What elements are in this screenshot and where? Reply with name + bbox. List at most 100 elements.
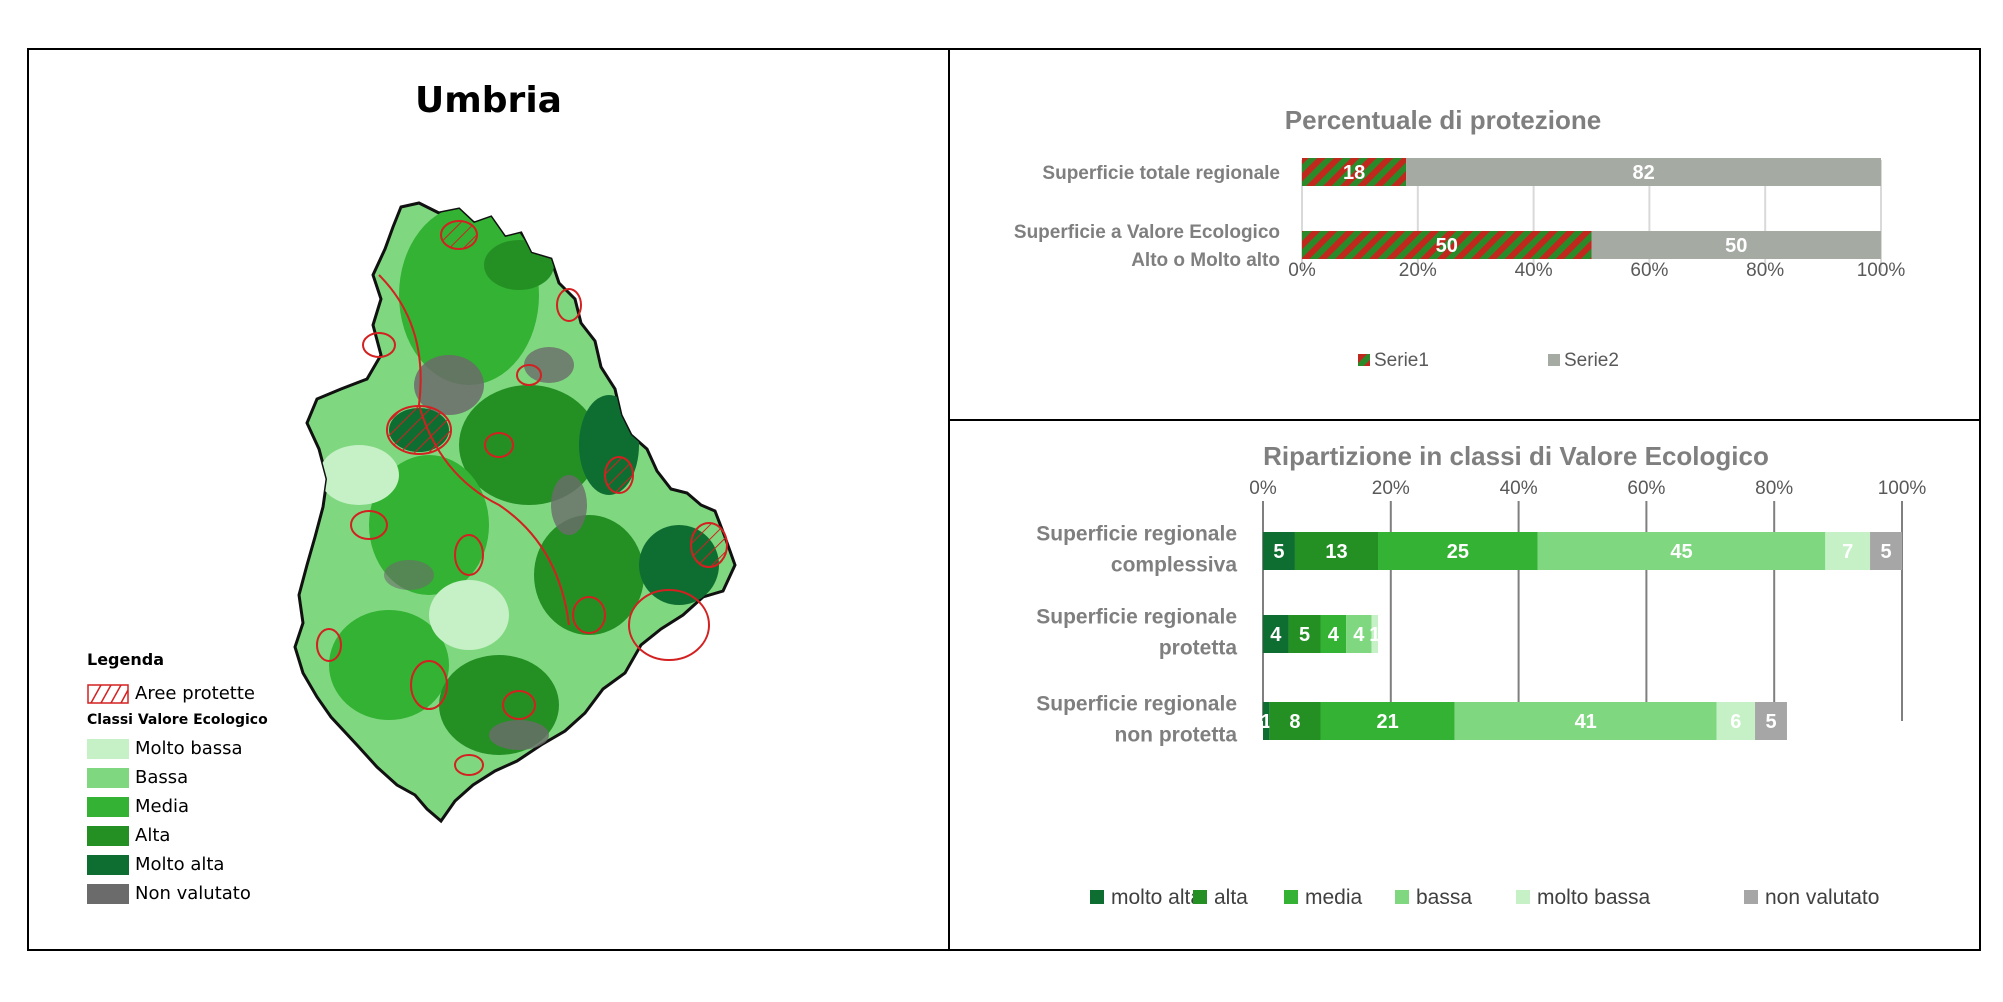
chart1-tick-label: 40% [1515, 260, 1553, 281]
legend-swatch [87, 883, 129, 904]
chart2-data-label: 8 [1289, 711, 1300, 733]
chart2-data-label: 6 [1730, 711, 1741, 733]
legend-swatch [87, 854, 129, 875]
chart2-data-label: 45 [1670, 541, 1692, 563]
chart2-category-label: Superficie regionale [1036, 523, 1237, 546]
chart2-bar [1263, 532, 1295, 570]
legend-item-label: Non valutato [135, 883, 251, 904]
legend-title: Legenda [87, 650, 164, 669]
legend-item-label: Bassa [135, 767, 189, 788]
chart2-data-label: 21 [1376, 711, 1398, 733]
legend-item: Media [87, 792, 268, 821]
chart-protection-percentage: Percentuale di protezione 0% 20% 40% 60% 80% 1… [1014, 105, 1906, 371]
chart1-bar [1406, 158, 1881, 186]
chart1-category-label: Superficie totale regionale [1042, 163, 1280, 184]
legend-item-label: Molto bassa [135, 738, 243, 759]
legend-swatch [87, 796, 129, 817]
chart2-data-label: 5 [1299, 624, 1310, 646]
chart1-data-label: 18 [1343, 162, 1365, 184]
chart2-data-label: 4 [1328, 624, 1340, 646]
chart2-data-label: 4 [1270, 624, 1282, 646]
legend-item: Molto bassa [87, 734, 268, 763]
chart2-data-label: 5 [1273, 541, 1284, 563]
chart2-legend-swatch [1395, 890, 1409, 904]
chart2-bar [1755, 702, 1787, 740]
legend-class-list: Molto bassa Bassa Media Alta Molto alta … [87, 734, 268, 908]
chart2-bar [1454, 702, 1717, 740]
chart1-data-label: 50 [1436, 235, 1458, 257]
chart2-bar [1825, 532, 1871, 570]
chart2-legend-swatch [1744, 890, 1758, 904]
chart2-data-label: 1 [1261, 711, 1272, 733]
legend-swatch [87, 767, 129, 788]
protected-areas [316, 220, 728, 776]
chart2-bar [1320, 702, 1455, 740]
legend-item: Alta [87, 821, 268, 850]
chart2-legend-label: media [1305, 886, 1363, 909]
horizontal-divider [950, 419, 1981, 421]
chart2-legend-swatch [1090, 890, 1104, 904]
chart2-tick-label: 0% [1249, 478, 1277, 499]
chart2-bar [1716, 702, 1756, 740]
chart1-tick-label: 100% [1857, 260, 1906, 281]
chart2-data-label: 4 [1353, 624, 1365, 646]
chart-ecological-classes: Ripartizione in classi di Valore Ecologi… [1036, 441, 1927, 909]
chart2-data-label: 13 [1325, 541, 1347, 563]
chart2-legend-swatch [1284, 890, 1298, 904]
vertical-divider [948, 50, 950, 949]
chart2-bar [1320, 615, 1347, 653]
chart1-category-label: Alto o Molto alto [1131, 250, 1280, 271]
chart2-data-label: 7 [1842, 541, 1853, 563]
chart2-data-label: 41 [1575, 711, 1597, 733]
chart2-legend-label: alta [1214, 886, 1248, 909]
chart2-category-label: Superficie regionale [1036, 693, 1237, 716]
chart1-legend-swatch [1548, 354, 1560, 366]
chart2-data-label: 1 [1369, 624, 1380, 646]
chart2-bar [1294, 532, 1379, 570]
chart2-category-label: complessiva [1111, 554, 1237, 577]
chart2-data-label: 5 [1765, 711, 1776, 733]
legend-item: Non valutato [87, 879, 268, 908]
chart2-bar [1870, 532, 1902, 570]
legend-item: Bassa [87, 763, 268, 792]
legend-item-label: Alta [135, 825, 171, 846]
chart1-bar [1302, 231, 1592, 259]
chart1-bar [1591, 231, 1881, 259]
umbria-map [293, 201, 737, 824]
chart1-tick-label: 20% [1399, 260, 1437, 281]
legend-protected-row: Aree protette [87, 679, 268, 708]
chart2-bar [1263, 615, 1289, 653]
chart2-bar [1537, 532, 1826, 570]
chart2-tick-label: 80% [1755, 478, 1793, 499]
chart2-bar [1288, 615, 1321, 653]
chart1-legend-label: Serie2 [1564, 350, 1619, 371]
legend-item-label: Molto alta [135, 854, 225, 875]
chart2-data-label: 25 [1447, 541, 1469, 563]
chart1-category-label: Superficie a Valore Ecologico [1014, 222, 1280, 243]
chart2-legend-label: molto alta [1111, 886, 1202, 909]
chart2-bar [1346, 615, 1372, 653]
chart2-legend-label: molto bassa [1537, 886, 1651, 909]
chart2-tick-label: 40% [1500, 478, 1538, 499]
chart1-bar [1302, 158, 1407, 186]
chart2-legend-label: bassa [1416, 886, 1472, 909]
chart2-bar [1378, 532, 1538, 570]
chart1-legend-label: Serie1 [1374, 350, 1429, 371]
chart2-tick-label: 100% [1878, 478, 1927, 499]
chart1-tick-label: 60% [1630, 260, 1668, 281]
chart2-tick-label: 60% [1627, 478, 1665, 499]
map-panel: Umbria [29, 50, 948, 949]
chart2-category-label: Superficie regionale [1036, 606, 1237, 629]
chart1-data-label: 82 [1632, 162, 1654, 184]
chart2-category-label: non protetta [1115, 724, 1238, 747]
chart2-bar [1269, 702, 1321, 740]
legend-swatch [87, 738, 129, 759]
chart2-bar [1371, 615, 1379, 653]
chart2-legend-swatch [1516, 890, 1530, 904]
legend-swatch [87, 825, 129, 846]
legend-protected-label: Aree protette [135, 683, 255, 704]
chart2-legend-swatch [1193, 890, 1207, 904]
map-legend: Legenda Aree protette Classi Valore Ecol… [87, 650, 268, 908]
chart2-title: Ripartizione in classi di Valore Ecologi… [1263, 441, 1769, 471]
chart1-title: Percentuale di protezione [1285, 105, 1601, 135]
